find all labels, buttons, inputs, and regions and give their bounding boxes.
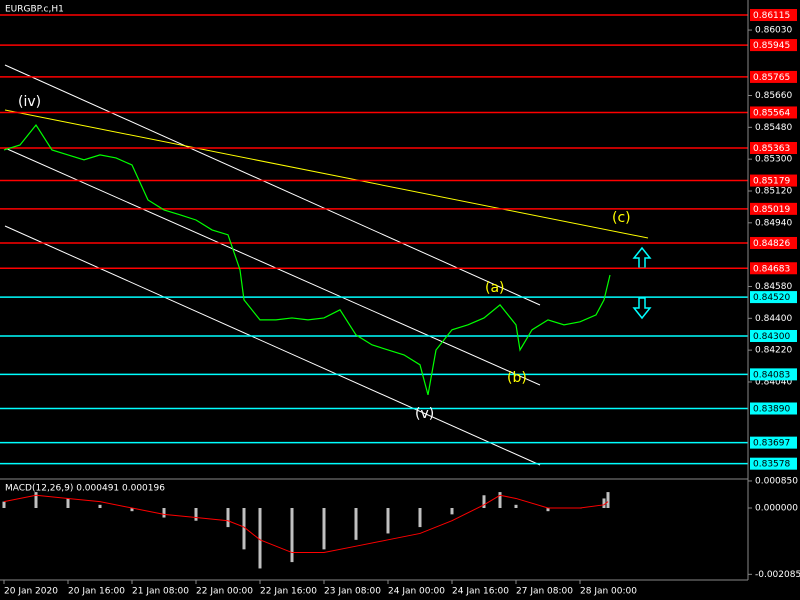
y-tick-label: -0.002085 [755,570,800,580]
level-label: 0.84826 [753,239,790,249]
level-box [750,70,797,83]
macd-bar [226,508,230,528]
x-tick-label: 28 Jan 00:00 [580,587,637,597]
level-label: 0.83578 [753,460,790,470]
plot [2,123,611,569]
levels: 0.86115 0.85945 0.85765 0.85564 0.85363 0.851… [0,9,797,470]
level-label: 0.86115 [753,11,790,21]
macd-bar [354,508,358,540]
level-label: 0.84083 [753,370,790,380]
trend-line [4,109,649,239]
annotation: (a) [485,280,505,296]
x-tick-label: 20 Jan 2020 [4,587,58,597]
y-tick-label: 0.000000 [755,504,798,514]
y-tick-label: 0.84940 [755,218,792,228]
macd-bar [290,508,294,563]
grid: 0.86030 0.85660 0.85480 0.85300 0.85120 0.849… [3,26,800,597]
y-tick-label: 0.85480 [755,123,792,133]
level-box [750,457,797,470]
macd-bar [194,508,198,521]
y-tick-label: 0.84400 [755,314,792,324]
level-label: 0.85179 [753,177,790,187]
macd-bar [418,508,422,528]
level-label: 0.84300 [753,332,790,342]
macd-bar [450,508,454,515]
x-tick-label: 27 Jan 08:00 [516,587,573,597]
level-box [750,402,797,415]
macd-bar [258,508,262,569]
y-tick-label: 0.84580 [755,282,792,292]
macd-bar [546,508,550,512]
x-tick-label: 20 Jan 16:00 [68,587,125,597]
level-box [750,142,797,155]
level-box [750,262,797,275]
y-tick-label: 0.84040 [755,377,792,387]
signal-line [3,494,609,554]
x-tick-label: 22 Jan 00:00 [196,587,253,597]
macd-bar [386,508,390,534]
macd-bar [498,492,502,508]
macd-bar [162,508,166,518]
level-label: 0.85765 [753,73,790,83]
level-box [750,106,797,119]
macd-bar [482,495,486,508]
x-tick-label: 22 Jan 16:00 [260,587,317,597]
chart-title: EURGBP.c,H1 [5,5,64,15]
macd-bar [606,492,610,508]
level-label: 0.83697 [753,439,790,449]
channel-line [4,64,541,306]
level-box [750,39,797,52]
level-label: 0.83890 [753,405,790,415]
macd-bar [242,508,246,550]
level-box [750,329,797,342]
level-label: 0.85945 [753,41,790,51]
level-label: 0.84520 [753,293,790,303]
level-label: 0.84683 [753,264,790,274]
x-tick-label: 24 Jan 16:00 [452,587,509,597]
channel-line [4,147,541,386]
level-box [750,236,797,249]
y-tick-label: 0.85300 [755,155,792,165]
level-label: 0.85564 [753,108,790,118]
macd-bar [602,498,606,508]
annotation: (b) [507,370,527,386]
annotation: (c) [612,210,631,226]
y-tick-label: 0.84220 [755,346,792,356]
macd-bar [34,492,38,508]
level-box [750,291,797,304]
level-box [750,9,797,22]
level-box [750,202,797,215]
macd-title: MACD(12,26,9) 0.000491 0.000196 [5,484,165,494]
annotation: (v) [415,406,434,422]
x-tick-label: 24 Jan 00:00 [388,587,445,597]
macd-bar [66,498,70,508]
y-tick-label: 0.85660 [755,91,792,101]
macd-bar [98,504,102,508]
level-box [750,368,797,381]
down-arrow [632,297,652,320]
macd-bar [2,501,6,508]
level-box [750,174,797,187]
price-line [3,123,611,396]
x-tick-label: 21 Jan 08:00 [132,587,189,597]
level-label: 0.85363 [753,144,790,154]
trend-lines [4,64,649,466]
macd-bar [130,508,134,512]
channel-line [4,225,541,466]
y-tick-label: 0.85120 [755,186,792,196]
x-tick-label: 23 Jan 08:00 [324,587,381,597]
y-tick-label: 0.000850 [755,476,798,486]
level-box [750,436,797,449]
macd-bar [322,508,326,550]
level-label: 0.85019 [753,205,790,215]
annotation: (iv) [18,94,41,110]
macd-bar [514,504,518,508]
y-tick-label: 0.86030 [755,26,792,36]
